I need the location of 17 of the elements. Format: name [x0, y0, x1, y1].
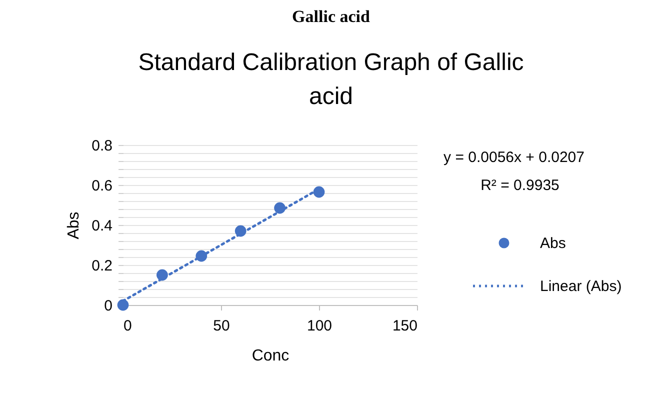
- y-axis-title: Abs: [66, 212, 83, 240]
- y-tick-label: 0.6: [92, 178, 112, 194]
- text: Gallic acid: [292, 7, 370, 26]
- text: y = 0.0056x + 0.0207: [444, 149, 584, 166]
- chart-title: Standard Calibration Graph of Gallic acid: [138, 49, 524, 110]
- y-tick-label: 0.8: [92, 138, 112, 154]
- legend-label: Linear (Abs): [540, 278, 622, 295]
- text: R² = 0.9935: [480, 177, 560, 194]
- x-tick-label: 150: [392, 318, 418, 334]
- legend-label: Abs: [540, 235, 566, 252]
- x-tick-label: 0: [124, 318, 132, 334]
- y-tick-label: 0: [104, 298, 112, 314]
- y-tick-label: 0.4: [92, 218, 112, 234]
- x-axis-title: Conc: [252, 348, 290, 364]
- x-tick-label: 100: [306, 318, 332, 334]
- y-tick-label: 0.2: [92, 258, 112, 274]
- x-tick-label: 50: [213, 318, 230, 334]
